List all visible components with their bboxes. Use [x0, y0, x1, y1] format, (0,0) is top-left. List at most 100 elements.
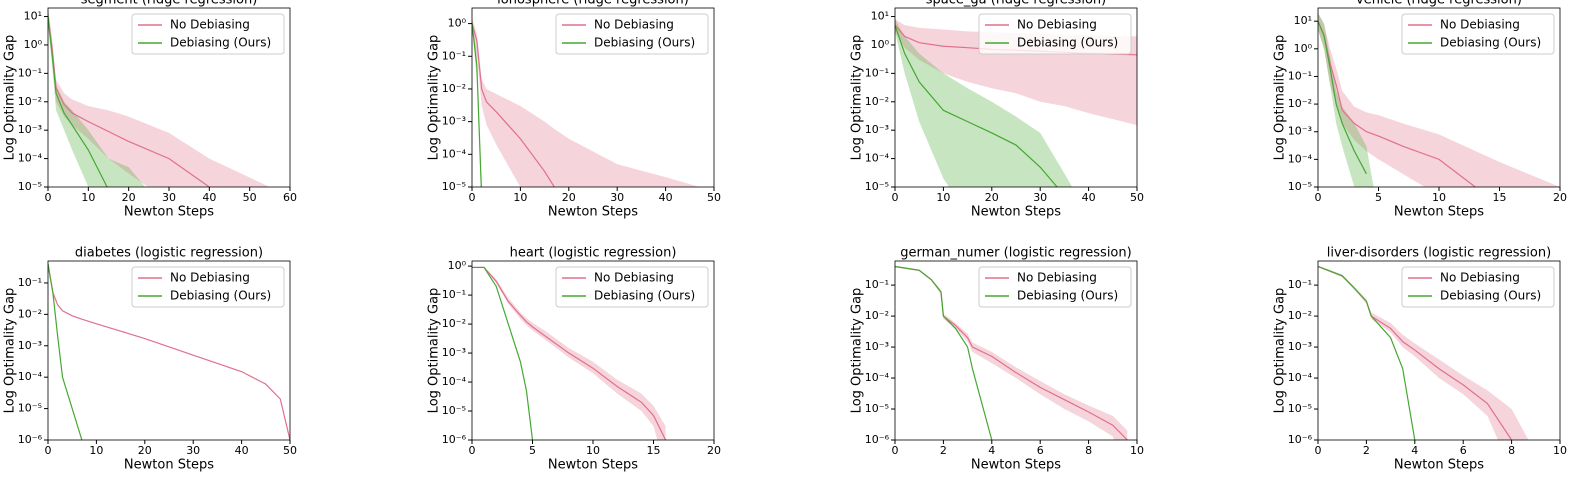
y-tick-label: 10⁻¹	[865, 66, 889, 79]
series-line	[895, 24, 1058, 187]
x-tick-label: 0	[469, 191, 476, 204]
subplot: space_ga (ridge regression) Newton Steps L…	[850, 0, 1145, 220]
legend-label: No Debiasing	[1440, 18, 1520, 32]
y-tick-label: 10⁻⁵	[865, 402, 889, 415]
series-line	[472, 23, 555, 187]
legend-box	[1401, 13, 1555, 55]
y-tick-label: 10⁻⁵	[18, 180, 42, 193]
plot-area	[472, 266, 667, 440]
x-tick-label: 20	[707, 444, 721, 457]
y-tick-label: 10⁻¹	[1288, 69, 1312, 82]
y-tick-label: 10⁻¹	[442, 288, 466, 301]
y-tick-label: 10¹	[24, 10, 42, 23]
y-tick-label: 10⁻²	[18, 307, 42, 320]
band	[895, 265, 1128, 440]
legend-label: Debiasing (Ours)	[1017, 289, 1118, 303]
x-tick-label: 10	[936, 191, 950, 204]
y-tick-label: 10⁰	[871, 38, 890, 51]
x-tick-label: 50	[1130, 191, 1144, 204]
x-axis-label: Newton Steps	[1394, 205, 1484, 220]
x-tick-label: 40	[202, 191, 216, 204]
plot-area	[48, 8, 270, 187]
x-tick-label: 0	[45, 444, 52, 457]
band	[895, 19, 1073, 187]
subplot: diabetes (logistic regression) Newton Ste…	[3, 246, 298, 473]
band	[472, 17, 700, 187]
band	[1318, 12, 1374, 187]
x-tick-label: 0	[1315, 444, 1322, 457]
y-axis-label: Log Optimality Gap	[3, 35, 18, 161]
plot-area	[1318, 12, 1560, 187]
x-tick-label: 20	[562, 191, 576, 204]
y-tick-label: 10⁻⁵	[18, 402, 42, 415]
band	[48, 8, 146, 187]
x-tick-label: 10	[1553, 444, 1567, 457]
x-tick-label: 2	[1363, 444, 1370, 457]
chart-title: space_ga (ridge regression)	[926, 0, 1106, 8]
x-axis-label: Newton Steps	[1394, 458, 1484, 473]
chart-title: liver-disorders (logistic regression)	[1327, 246, 1551, 261]
y-tick-label: 10⁻³	[865, 123, 889, 136]
legend-label: No Debiasing	[594, 271, 674, 285]
y-tick-label: 10⁰	[24, 38, 43, 51]
y-tick-label: 10⁻²	[865, 95, 889, 108]
series-line	[472, 266, 667, 440]
legend-box	[555, 266, 709, 308]
y-axis-label: Log Optimality Gap	[3, 288, 18, 414]
legend-box	[1401, 266, 1555, 308]
x-axis-label: Newton Steps	[971, 458, 1061, 473]
axes-frame	[894, 7, 1138, 188]
axes-frame	[471, 260, 715, 441]
x-tick-label: 20	[122, 191, 136, 204]
x-tick-label: 4	[1411, 444, 1418, 457]
band	[1318, 265, 1529, 440]
x-tick-label: 10	[513, 191, 527, 204]
subplot: segment (ridge regression) Newton Steps Lo…	[3, 0, 298, 220]
y-axis-label: Log Optimality Gap	[427, 288, 442, 414]
y-tick-label: 10⁰	[1294, 42, 1313, 55]
y-tick-label: 10⁻⁵	[442, 404, 466, 417]
y-tick-label: 10⁻³	[18, 339, 42, 352]
y-tick-label: 10⁻⁴	[865, 152, 890, 165]
subplot: german_numer (logistic regression) Newton…	[850, 246, 1145, 473]
axes-frame	[1317, 260, 1561, 441]
axes-frame	[1317, 7, 1561, 188]
y-tick-label: 10⁻²	[865, 309, 889, 322]
x-tick-label: 6	[1460, 444, 1467, 457]
y-axis-label: Log Optimality Gap	[427, 35, 442, 161]
plot-area	[48, 263, 290, 440]
x-tick-label: 40	[659, 191, 673, 204]
x-tick-label: 20	[1553, 191, 1567, 204]
legend-label: No Debiasing	[1017, 271, 1097, 285]
subplot: liver-disorders (logistic regression) New…	[1273, 246, 1568, 473]
legend-label: Debiasing (Ours)	[594, 289, 695, 303]
legend-label: Debiasing (Ours)	[170, 289, 271, 303]
y-tick-label: 10⁻³	[865, 340, 889, 353]
x-tick-label: 30	[610, 191, 624, 204]
chart-title: german_numer (logistic regression)	[900, 246, 1131, 261]
x-tick-label: 0	[892, 191, 899, 204]
x-tick-label: 10	[1130, 444, 1144, 457]
y-tick-label: 10⁻³	[442, 346, 466, 359]
y-tick-label: 10⁻⁴	[865, 371, 890, 384]
x-tick-label: 6	[1037, 444, 1044, 457]
x-tick-label: 30	[186, 444, 200, 457]
x-tick-label: 10	[586, 444, 600, 457]
y-tick-label: 10⁻⁶	[865, 433, 890, 446]
y-tick-label: 10⁻²	[18, 95, 42, 108]
x-tick-label: 15	[647, 444, 661, 457]
y-tick-label: 10⁻²	[442, 82, 466, 95]
x-axis-label: Newton Steps	[124, 458, 214, 473]
x-tick-label: 40	[1082, 191, 1096, 204]
band	[1318, 12, 1560, 187]
legend-label: No Debiasing	[170, 271, 250, 285]
x-tick-label: 50	[243, 191, 257, 204]
legend-box	[131, 13, 285, 55]
x-tick-label: 5	[1375, 191, 1382, 204]
x-axis-label: Newton Steps	[548, 458, 638, 473]
band	[48, 8, 270, 187]
legend-label: Debiasing (Ours)	[170, 36, 271, 50]
y-tick-label: 10⁻³	[18, 123, 42, 136]
x-tick-label: 60	[283, 191, 297, 204]
y-tick-label: 10¹	[871, 10, 889, 23]
